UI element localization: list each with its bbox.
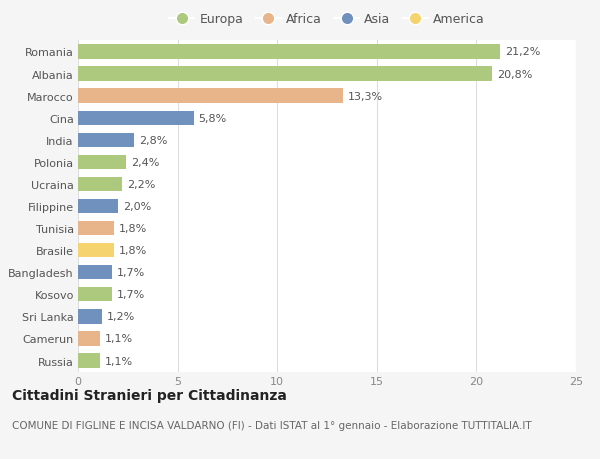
Text: 2,2%: 2,2% [127,179,155,190]
Bar [78,89,343,104]
Legend: Europa, Africa, Asia, America: Europa, Africa, Asia, America [164,8,490,31]
Bar [78,353,100,368]
Bar [78,265,112,280]
Text: 2,4%: 2,4% [131,157,159,168]
Bar [78,45,500,60]
Text: 1,7%: 1,7% [117,290,145,300]
Text: Cittadini Stranieri per Cittadinanza: Cittadini Stranieri per Cittadinanza [12,388,287,402]
Text: 2,8%: 2,8% [139,135,167,146]
Text: 1,8%: 1,8% [119,224,147,234]
Bar [78,309,102,324]
Bar [78,243,114,258]
Bar [78,199,118,214]
Bar [78,111,194,126]
Text: 1,8%: 1,8% [119,246,147,256]
Text: 2,0%: 2,0% [123,202,151,212]
Bar [78,67,493,82]
Text: COMUNE DI FIGLINE E INCISA VALDARNO (FI) - Dati ISTAT al 1° gennaio - Elaborazio: COMUNE DI FIGLINE E INCISA VALDARNO (FI)… [12,420,532,430]
Text: 5,8%: 5,8% [199,113,227,123]
Text: 1,7%: 1,7% [117,268,145,278]
Bar [78,221,114,236]
Text: 21,2%: 21,2% [505,47,541,57]
Text: 1,2%: 1,2% [107,312,135,322]
Bar [78,155,126,170]
Text: 13,3%: 13,3% [348,91,383,101]
Bar [78,287,112,302]
Bar [78,177,122,192]
Text: 1,1%: 1,1% [105,334,133,344]
Text: 1,1%: 1,1% [105,356,133,366]
Bar [78,331,100,346]
Bar [78,133,134,148]
Text: 20,8%: 20,8% [497,69,533,79]
